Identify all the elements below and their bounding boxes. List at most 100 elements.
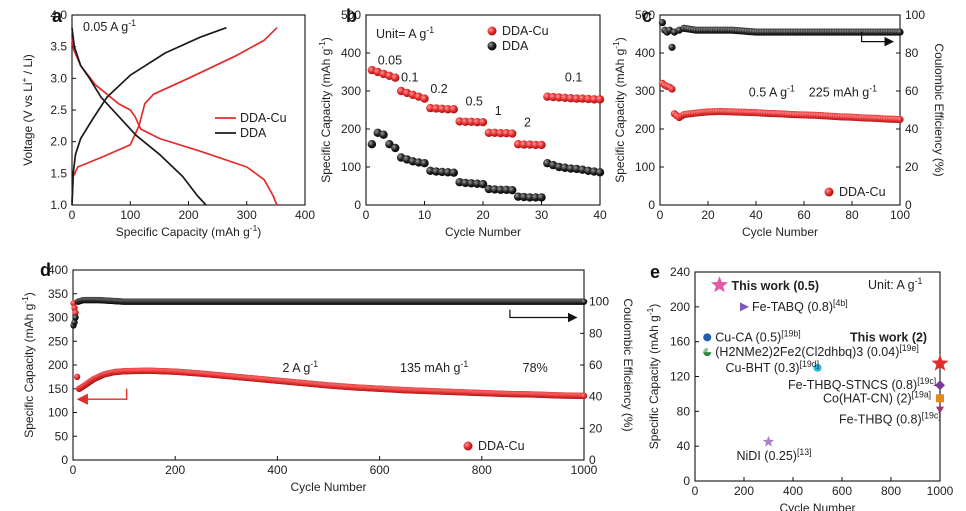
data-point-dda bbox=[478, 179, 488, 189]
rate-label: 0.2 bbox=[430, 82, 447, 96]
x-axis-label: Cycle Number bbox=[445, 225, 521, 239]
right-axis-arrow bbox=[861, 32, 894, 47]
data-point-dda bbox=[367, 140, 377, 149]
x-axis-label: Cycle Number bbox=[290, 480, 366, 494]
panel-b-frame bbox=[365, 14, 601, 206]
y-tick-label: 4.0 bbox=[50, 8, 67, 22]
x-tick-label: 0 bbox=[692, 484, 699, 498]
x-tick-label: 600 bbox=[370, 463, 390, 477]
y-tick-label: 300 bbox=[635, 84, 655, 98]
x-tick-label: 400 bbox=[295, 208, 315, 222]
y-tick-label: 300 bbox=[48, 311, 68, 325]
data-point-dda bbox=[449, 168, 458, 177]
data-point-cu-bht-0-3 bbox=[813, 363, 822, 372]
x-tick-label: 0 bbox=[70, 463, 77, 477]
panel-label-e: e bbox=[650, 262, 660, 282]
rate-annotation: 0.5 A g-1 bbox=[749, 84, 795, 100]
legend-marker-dda bbox=[487, 41, 497, 51]
data-point-dda-cu bbox=[508, 129, 517, 138]
data-point-coulombic-efficiency bbox=[668, 43, 676, 51]
y2-tick-label: 20 bbox=[905, 160, 919, 174]
series-dda-charge-curve bbox=[71, 26, 227, 206]
point-label: NiDI (0.25)[13] bbox=[737, 447, 812, 463]
x-tick-label: 0 bbox=[363, 208, 370, 222]
data-point-h2nme2-2fe2-cl2dhbq-3-0-04-top bbox=[703, 347, 709, 353]
y2-tick-label: 80 bbox=[589, 326, 603, 340]
x-tick-label: 800 bbox=[472, 463, 492, 477]
y2-tick-label: 0 bbox=[589, 453, 596, 467]
point-label: Fe-THBQ (0.8)[19c] bbox=[839, 411, 941, 427]
data-point-fe-thbq-0-8 bbox=[936, 406, 944, 414]
y2-tick-label: 100 bbox=[589, 295, 609, 309]
y-tick-label: 50 bbox=[55, 429, 69, 443]
y2-tick-label: 60 bbox=[589, 358, 603, 372]
data-point-dda-cu bbox=[73, 373, 81, 381]
y2-axis-label: Coulombic Efficiency (%) bbox=[932, 43, 946, 176]
y-tick-label: 400 bbox=[635, 46, 655, 60]
data-point-dda-cu bbox=[472, 117, 482, 127]
x-tick-label: 200 bbox=[165, 463, 185, 477]
y-tick-label: 2.5 bbox=[50, 103, 67, 117]
data-point-dda-cu bbox=[443, 105, 453, 114]
legend-label: DDA-Cu bbox=[478, 439, 525, 453]
x-tick-label: 200 bbox=[178, 208, 198, 222]
x-tick-label: 60 bbox=[797, 208, 811, 222]
y2-tick-label: 100 bbox=[905, 8, 925, 22]
data-point-dda bbox=[595, 168, 605, 177]
y2-tick-label: 20 bbox=[589, 421, 603, 435]
data-point-dda-cu bbox=[531, 140, 540, 150]
data-point-coulombic-efficiency bbox=[896, 28, 904, 36]
y-tick-label: 1.5 bbox=[50, 166, 67, 180]
legend-label: DDA bbox=[240, 126, 267, 140]
x-tick-label: 100 bbox=[890, 208, 910, 222]
rate-label: 0.5 bbox=[465, 94, 482, 108]
y-tick-label: 120 bbox=[670, 370, 690, 384]
y-tick-label: 500 bbox=[341, 8, 361, 22]
point-label: Cu-BHT (0.3)[19d] bbox=[726, 359, 820, 375]
data-point-dda bbox=[508, 185, 517, 195]
data-point-coulombic-efficiency bbox=[72, 314, 79, 321]
series-dda-cu-charge-curve bbox=[71, 27, 278, 202]
x-tick-label: 400 bbox=[267, 463, 287, 477]
y2-tick-label: 40 bbox=[905, 122, 919, 136]
y-tick-label: 240 bbox=[670, 265, 690, 279]
point-label: (H2NMe2)2Fe2(Cl2dhbq)3 (0.04)[19e] bbox=[715, 343, 919, 359]
legend-label: DDA-Cu bbox=[839, 185, 886, 199]
data-point-dda-cu bbox=[580, 392, 588, 400]
data-point-dda bbox=[420, 159, 429, 168]
y-tick-label: 350 bbox=[48, 287, 68, 301]
x-tick-label: 10 bbox=[418, 208, 432, 222]
legend-label: DDA bbox=[502, 39, 529, 53]
y-tick-label: 500 bbox=[635, 8, 655, 22]
x-tick-label: 40 bbox=[749, 208, 763, 222]
data-point-nidi-0-25 bbox=[762, 435, 775, 447]
x-tick-label: 1000 bbox=[927, 484, 954, 498]
data-point-dda bbox=[379, 130, 388, 139]
rate-label: 2 bbox=[524, 116, 531, 130]
data-point-dda-cu bbox=[391, 73, 400, 82]
panel-a-frame bbox=[71, 14, 306, 206]
y-tick-label: 100 bbox=[48, 406, 68, 420]
data-point-this-work-0-5 bbox=[710, 276, 729, 293]
y2-tick-label: 0 bbox=[905, 198, 912, 212]
unit-label: Unit= A g-1 bbox=[376, 25, 434, 41]
y-tick-label: 200 bbox=[635, 122, 655, 136]
panel-c-frame bbox=[659, 14, 901, 206]
y-tick-label: 100 bbox=[341, 160, 361, 174]
data-point-cu-ca-0-5 bbox=[703, 333, 712, 342]
panel-label-c: c bbox=[642, 6, 652, 26]
y-tick-label: 200 bbox=[341, 122, 361, 136]
y-tick-label: 400 bbox=[341, 46, 361, 60]
legend-label: DDA-Cu bbox=[502, 24, 549, 38]
x-tick-label: 200 bbox=[734, 484, 754, 498]
x-tick-label: 600 bbox=[832, 484, 852, 498]
data-point-dda-cu bbox=[537, 140, 546, 150]
y-tick-label: 160 bbox=[670, 335, 690, 349]
x-axis-label: Specific Capacity (mAh g-1) bbox=[116, 223, 262, 239]
legend-marker-dda-cu bbox=[487, 26, 497, 36]
point-label: Fe-TABQ (0.8)[4b] bbox=[752, 298, 848, 314]
x-tick-label: 0 bbox=[69, 208, 76, 222]
data-point-dda-cu bbox=[71, 304, 78, 312]
